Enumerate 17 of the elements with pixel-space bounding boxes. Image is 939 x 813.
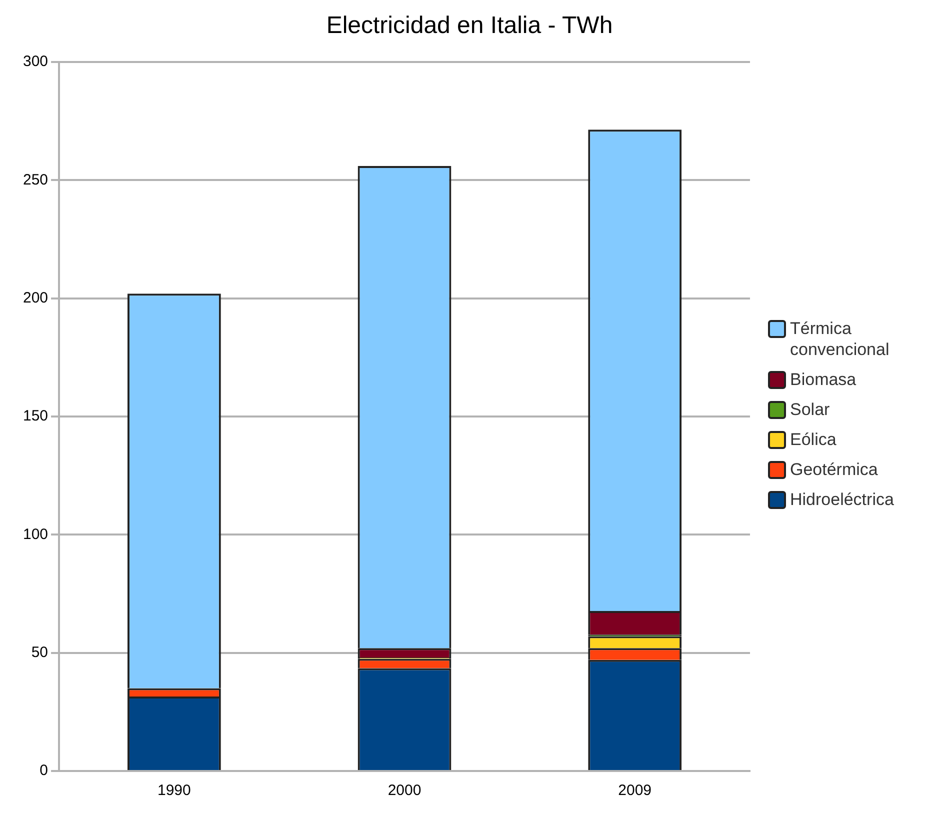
y-tick-label: 300 (22, 53, 48, 70)
legend-label: Geotérmica (790, 459, 878, 480)
legend-label: Solar (790, 399, 830, 420)
legend-label: Eólica (790, 429, 836, 450)
legend-label: Biomasa (790, 369, 856, 390)
y-tick-label: 50 (31, 644, 48, 661)
y-tick-label: 150 (22, 408, 48, 425)
y-tick-label: 0 (40, 762, 48, 780)
legend-label: Térmica convencional (790, 318, 890, 360)
x-tick-label: 2009 (618, 782, 652, 800)
chart-title: Electricidad en Italia - TWh (325, 12, 614, 40)
y-tick-label: 200 (22, 289, 48, 306)
y-tick-label: 250 (22, 171, 48, 188)
x-tick-label: 1990 (158, 782, 191, 800)
x-tick-label: 2000 (388, 782, 422, 800)
legend-label: Hidroeléctrica (790, 489, 894, 510)
y-tick-label: 100 (22, 526, 48, 543)
